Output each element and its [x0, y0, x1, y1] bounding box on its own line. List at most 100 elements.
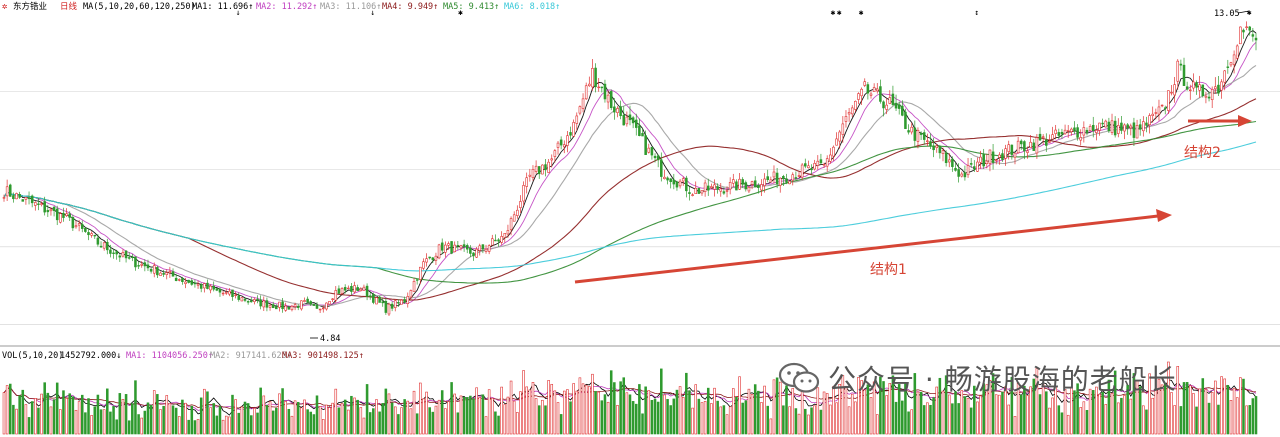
volume-bar — [184, 402, 187, 435]
candle-body — [932, 145, 935, 151]
candle-body — [1245, 26, 1248, 28]
candle-body — [863, 81, 867, 86]
candle-body — [281, 301, 284, 310]
structure1-arrow — [574, 209, 1172, 284]
volume-bar — [1188, 385, 1192, 435]
volume-bar — [59, 409, 62, 435]
volume-bar — [1095, 386, 1098, 435]
candle-body — [271, 304, 275, 309]
candle-body — [478, 245, 482, 251]
candle-body — [904, 111, 907, 130]
volume-bar — [1035, 368, 1039, 435]
volume-bar — [706, 387, 710, 435]
candle-body — [581, 98, 585, 109]
volume-bar — [603, 394, 607, 435]
volume-bar — [1207, 402, 1211, 435]
volume-bar — [491, 397, 494, 435]
candle-body — [475, 248, 478, 258]
volume-bar — [462, 397, 466, 435]
candle-body — [872, 87, 876, 92]
volume-bar — [757, 390, 760, 435]
volume-bar — [794, 408, 798, 435]
volume-bar — [713, 387, 716, 435]
volume-bar — [522, 370, 525, 435]
candle-body — [947, 159, 951, 163]
volume-bar — [613, 382, 616, 435]
volume-bar — [1038, 394, 1042, 435]
candle-body — [106, 241, 109, 251]
volume-bar — [1085, 410, 1089, 435]
settings-star-icon[interactable]: ✲ — [2, 2, 7, 12]
candle-body — [556, 142, 560, 148]
volume-bar — [409, 408, 413, 435]
volume-bar — [1120, 397, 1123, 435]
volume-bar — [1170, 392, 1173, 435]
volume-bar — [503, 404, 507, 435]
candle-body — [866, 84, 870, 94]
volume-bar — [30, 401, 34, 435]
candle-body — [112, 252, 115, 254]
volume-bar — [988, 379, 992, 435]
volume-bar — [134, 380, 137, 435]
candle-body — [381, 301, 385, 304]
structure2-label: 结构2 — [1184, 145, 1221, 161]
candle-body — [287, 307, 291, 310]
volume-bar — [722, 405, 726, 435]
volume-bar — [481, 394, 485, 435]
candle-body — [641, 133, 644, 137]
candle-body — [716, 186, 719, 190]
candle-body — [121, 252, 125, 257]
volume-bar — [359, 407, 363, 435]
candle-body — [1016, 140, 1020, 154]
candle-body — [525, 177, 528, 187]
volume-bar — [440, 390, 444, 435]
candle-body — [625, 116, 629, 125]
volume-bar — [628, 394, 632, 435]
volume-bar — [966, 398, 970, 435]
candle-body — [469, 247, 472, 254]
candle-body — [769, 179, 773, 183]
candle-body — [1160, 104, 1164, 107]
event-marker: ↓ — [370, 8, 375, 17]
volume-bar — [1192, 393, 1195, 435]
candle-body — [406, 296, 410, 305]
candle-body — [24, 197, 28, 200]
volume-bar — [1016, 382, 1020, 435]
volume-bar — [1023, 385, 1026, 435]
volume-bar — [203, 388, 206, 435]
volume-bar — [1010, 376, 1014, 435]
candle-body — [149, 268, 153, 272]
candle-body — [969, 163, 973, 165]
volume-bar — [84, 412, 87, 435]
volume-bar — [206, 391, 209, 435]
volume-bar — [622, 377, 626, 435]
candle-body — [979, 156, 982, 163]
candle-body — [21, 199, 25, 202]
volume-bar — [960, 390, 964, 435]
volume-bar — [190, 405, 194, 435]
volume-bar — [1173, 405, 1176, 435]
candle-body — [431, 257, 435, 261]
candle-body — [1170, 91, 1173, 94]
candle-body — [544, 164, 547, 171]
volume-bar — [681, 397, 685, 435]
volume-bar — [337, 407, 341, 435]
candle-body — [156, 267, 159, 276]
candle-body — [375, 297, 378, 305]
candle-body — [96, 237, 100, 245]
volume-bar — [897, 384, 901, 435]
candle-body — [328, 301, 331, 305]
volume-bar — [246, 403, 250, 435]
candle-body — [547, 161, 550, 173]
volume-bar — [459, 395, 463, 435]
volume-bar — [951, 403, 954, 435]
volume-bar — [569, 401, 572, 435]
volume-bar — [785, 385, 788, 435]
volume-bar — [1229, 400, 1233, 435]
candle-body — [1229, 62, 1233, 66]
volume-bar — [885, 395, 888, 435]
volume-bar — [178, 416, 181, 435]
candle-body — [203, 283, 206, 289]
candle-body — [168, 271, 172, 274]
candle-body — [62, 212, 65, 218]
